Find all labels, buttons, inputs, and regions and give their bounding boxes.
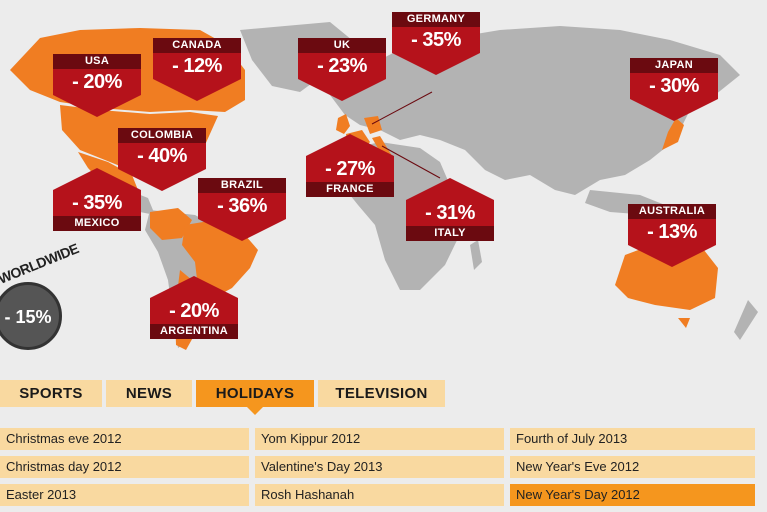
category-tabs: SPORTS NEWS HOLIDAYS TELEVISION: [0, 380, 445, 415]
marker-france-value: - 27%: [325, 158, 375, 180]
marker-canada: CANADA - 12%: [153, 38, 241, 101]
marker-canada-value: - 12%: [172, 55, 222, 77]
holiday-item[interactable]: Valentine's Day 2013: [255, 456, 504, 478]
marker-argentina-name: ARGENTINA: [150, 324, 238, 339]
world-map-area: USA - 20% CANADA - 12% UK - 23% GERMANY …: [0, 12, 758, 350]
holiday-column-3: Fourth of July 2013 New Year's Eve 2012 …: [510, 428, 755, 512]
marker-germany: GERMANY - 35%: [392, 12, 480, 75]
marker-usa-value: - 20%: [72, 71, 122, 93]
holiday-item[interactable]: Easter 2013: [0, 484, 249, 506]
marker-japan: JAPAN - 30%: [630, 58, 718, 121]
land-colombia: [150, 208, 192, 240]
marker-italy: - 31% ITALY: [406, 178, 494, 241]
marker-usa: USA - 20%: [53, 54, 141, 117]
holiday-item[interactable]: Fourth of July 2013: [510, 428, 755, 450]
marker-colombia-name: COLOMBIA: [118, 128, 206, 143]
land-uk: [336, 114, 350, 134]
holiday-item[interactable]: Yom Kippur 2012: [255, 428, 504, 450]
land-madagascar: [470, 240, 482, 270]
worldwide-value: - 15%: [4, 307, 52, 327]
marker-mexico-name: MEXICO: [53, 216, 141, 231]
marker-uk-name: UK: [298, 38, 386, 53]
marker-canada-name: CANADA: [153, 38, 241, 53]
marker-uk-value: - 23%: [317, 55, 367, 77]
holiday-column-2: Yom Kippur 2012 Valentine's Day 2013 Ros…: [255, 428, 504, 512]
marker-usa-name: USA: [53, 54, 141, 69]
marker-brazil: BRAZIL - 36%: [198, 178, 286, 241]
marker-argentina-value: - 20%: [169, 300, 219, 322]
marker-brazil-name: BRAZIL: [198, 178, 286, 193]
marker-france: - 27% FRANCE: [306, 134, 394, 197]
marker-italy-name: ITALY: [406, 226, 494, 241]
marker-italy-value: - 31%: [425, 202, 475, 224]
land-germany: [364, 116, 382, 134]
marker-japan-name: JAPAN: [630, 58, 718, 73]
tab-news[interactable]: NEWS: [106, 380, 192, 407]
marker-argentina: - 20% ARGENTINA: [150, 276, 238, 339]
marker-mexico: - 35% MEXICO: [53, 168, 141, 231]
marker-mexico-value: - 35%: [72, 192, 122, 214]
marker-france-name: FRANCE: [306, 182, 394, 197]
marker-japan-value: - 30%: [649, 75, 699, 97]
worldwide-badge: - 15%: [0, 282, 62, 350]
marker-brazil-value: - 36%: [217, 195, 267, 217]
marker-germany-value: - 35%: [411, 29, 461, 51]
land-japan: [662, 118, 684, 150]
tab-sports[interactable]: SPORTS: [0, 380, 102, 407]
holiday-item[interactable]: Rosh Hashanah: [255, 484, 504, 506]
holiday-item[interactable]: Christmas eve 2012: [0, 428, 249, 450]
tab-holidays[interactable]: HOLIDAYS: [196, 380, 314, 415]
marker-australia-name: AUSTRALIA: [628, 204, 716, 219]
tab-television[interactable]: TELEVISION: [318, 380, 445, 407]
marker-colombia-value: - 40%: [137, 145, 187, 167]
marker-australia: AUSTRALIA - 13%: [628, 204, 716, 267]
marker-germany-name: GERMANY: [392, 12, 480, 27]
holiday-item-selected[interactable]: New Year's Day 2012: [510, 484, 755, 506]
holiday-item[interactable]: New Year's Eve 2012: [510, 456, 755, 478]
holiday-item[interactable]: Christmas day 2012: [0, 456, 249, 478]
land-new-zealand: [734, 300, 758, 340]
land-tasmania: [678, 318, 690, 328]
connector-germany: [371, 91, 433, 125]
marker-uk: UK - 23%: [298, 38, 386, 101]
holiday-column-1: Christmas eve 2012 Christmas day 2012 Ea…: [0, 428, 249, 512]
marker-australia-value: - 13%: [647, 221, 697, 243]
